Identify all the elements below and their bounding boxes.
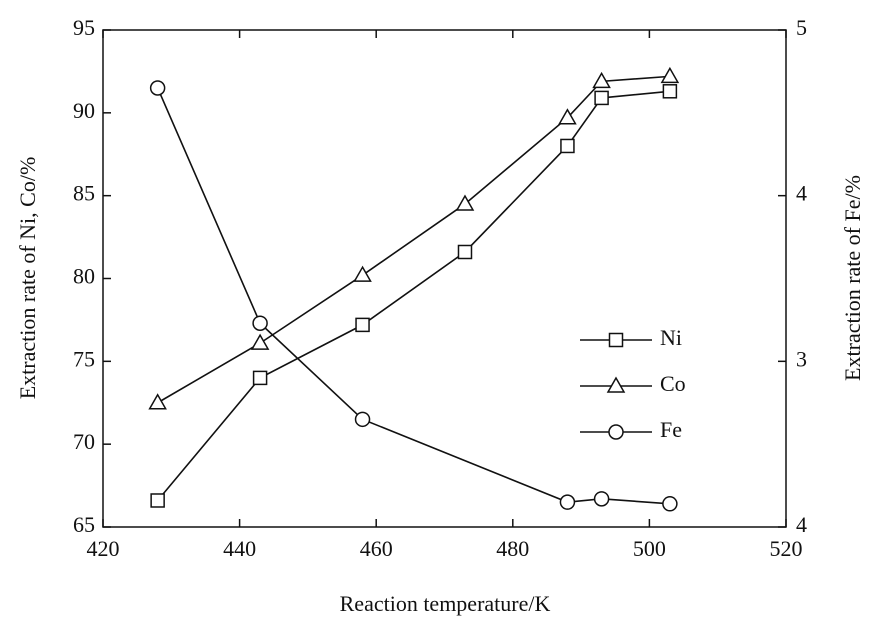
x-tick-label: 420	[87, 536, 120, 561]
marker-square	[594, 90, 609, 106]
marker-circle	[593, 491, 610, 507]
marker-square	[560, 138, 575, 154]
x-tick-label: 440	[223, 536, 256, 561]
marker-triangle	[606, 376, 626, 393]
x-tick-label: 480	[496, 536, 529, 561]
marker-square	[150, 493, 165, 508]
marker-square	[662, 84, 678, 99]
marker-triangle	[353, 265, 372, 282]
marker-triangle	[592, 71, 611, 89]
y2-tick-label: 4	[796, 512, 807, 537]
y2-tick-label: 4	[796, 181, 807, 206]
marker-square	[252, 370, 268, 386]
marker-triangle	[558, 108, 577, 125]
y2-tick-label: 3	[796, 346, 807, 371]
marker-square	[457, 244, 473, 260]
y-tick-label: 80	[73, 264, 95, 289]
legend-label: Co	[660, 371, 686, 396]
marker-circle	[354, 411, 371, 428]
series-line	[157, 90, 670, 502]
series-line	[156, 87, 670, 505]
y2-axis-label: Extraction rate of Fe/%	[840, 175, 865, 381]
marker-square	[355, 317, 370, 333]
marker-circle	[559, 494, 576, 510]
legend-label: Ni	[660, 325, 682, 350]
x-tick-label: 520	[770, 536, 803, 561]
marker-triangle	[148, 393, 167, 410]
y-tick-label: 90	[73, 98, 95, 123]
marker-triangle	[455, 194, 475, 211]
marker-circle	[662, 496, 678, 512]
marker-circle	[252, 315, 268, 331]
x-tick-label: 500	[633, 536, 666, 561]
y-tick-label: 75	[73, 346, 95, 371]
marker-circle	[149, 80, 166, 96]
x-axis-label: Reaction temperature/K	[340, 591, 551, 616]
x-tick-label: 460	[360, 536, 393, 561]
y2-tick-label: 5	[796, 15, 807, 40]
marker-triangle	[250, 333, 270, 350]
legend-label: Fe	[660, 417, 682, 442]
y-axis-label: Extraction rate of Ni, Co/%	[15, 157, 40, 400]
marker-circle	[608, 424, 624, 440]
y-tick-label: 95	[73, 15, 95, 40]
y-tick-label: 65	[73, 512, 95, 537]
series-line	[157, 75, 670, 404]
marker-square	[608, 332, 624, 348]
y-tick-label: 85	[73, 181, 95, 206]
y-tick-label: 70	[73, 429, 95, 454]
marker-triangle	[660, 66, 680, 84]
